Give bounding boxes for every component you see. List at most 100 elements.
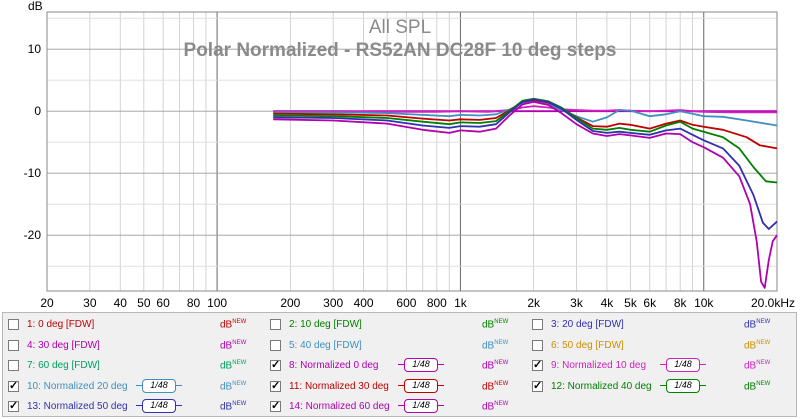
legend-checkbox[interactable] bbox=[8, 319, 19, 330]
legend-checkbox[interactable]: ✓ bbox=[270, 359, 281, 371]
db-new-label[interactable]: dBNEW bbox=[482, 401, 509, 413]
smoothing-indicator[interactable]: 1/48 bbox=[136, 399, 182, 413]
x-tick-label: 100 bbox=[207, 296, 227, 310]
db-new-superscript: NEW bbox=[232, 360, 247, 366]
x-tick-label: 400 bbox=[354, 296, 374, 310]
legend-label: 5: 40 deg [FDW] bbox=[289, 339, 362, 351]
legend-item[interactable]: 7: 60 deg [FDW] dBNEW bbox=[8, 358, 264, 376]
plot-frame bbox=[46, 11, 778, 292]
db-new-superscript: NEW bbox=[232, 319, 247, 325]
smoothing-indicator[interactable]: 1/48 bbox=[398, 399, 444, 413]
db-new-superscript: NEW bbox=[494, 339, 509, 346]
db-new-superscript: NEW bbox=[494, 401, 509, 407]
legend-item[interactable]: ✓ 10: Normalized 20 deg 1/48 dBNEW bbox=[8, 378, 264, 397]
legend-item[interactable]: ✓ 14: Normalized 60 deg 1/48 dBNEW bbox=[270, 399, 526, 417]
x-tick-label: 200 bbox=[280, 296, 300, 310]
legend-label: 2: 10 deg [FDW] bbox=[289, 319, 362, 330]
series-line-14 bbox=[273, 101, 778, 289]
tick-labels: 20 30 40 50 60 80 100 200 300 400 600 800 1k 2k 3k 4k 5k… bbox=[24, 42, 795, 310]
db-new-superscript: NEW bbox=[232, 339, 247, 346]
legend-checkbox[interactable] bbox=[270, 319, 281, 330]
legend-item[interactable]: ✓ 11: Normalized 30 deg 1/48 dBNEW bbox=[270, 378, 526, 397]
legend-checkbox[interactable] bbox=[8, 339, 19, 351]
x-tick-label: 10k bbox=[694, 296, 714, 310]
legend-label: 7: 60 deg [FDW] bbox=[27, 360, 100, 371]
legend-item[interactable]: ✓ 13: Normalized 50 deg 1/48 dBNEW bbox=[8, 399, 264, 417]
legend-item[interactable]: 2: 10 deg [FDW] dBNEW bbox=[270, 317, 526, 335]
legend-checkbox[interactable] bbox=[532, 339, 543, 351]
series-layer bbox=[273, 97, 778, 289]
x-tick-label: 6k bbox=[643, 296, 657, 310]
legend-item[interactable]: ✓ 8: Normalized 0 deg 1/48 dBNEW bbox=[270, 358, 526, 376]
db-new-superscript: NEW bbox=[232, 380, 247, 387]
series-line-12 bbox=[273, 97, 778, 184]
x-tick-label: 50 bbox=[137, 296, 151, 310]
db-new-superscript: NEW bbox=[756, 319, 771, 325]
db-new-superscript: NEW bbox=[494, 360, 509, 366]
spl-chart: 20 30 40 50 60 80 100 200 300 400 600 800 1k 2k 3k 4k 5k… bbox=[23, 0, 795, 310]
smoothing-indicator[interactable]: 1/48 bbox=[398, 358, 444, 372]
db-new-label[interactable]: dBNEW bbox=[744, 319, 771, 331]
x-tick-label: 2k bbox=[527, 296, 541, 310]
legend-checkbox[interactable]: ✓ bbox=[8, 400, 19, 412]
legend-item[interactable]: 3: 20 deg [FDW] dBNEW bbox=[532, 317, 788, 335]
x-tick-label: 300 bbox=[323, 296, 343, 310]
db-new-label[interactable]: dBNEW bbox=[220, 319, 247, 331]
y-tick-label: 10 bbox=[28, 42, 42, 56]
x-tick-label: 20.0kHz bbox=[751, 296, 795, 310]
db-new-superscript: NEW bbox=[494, 380, 509, 387]
legend-label: 13: Normalized 50 deg bbox=[27, 401, 128, 412]
legend-panel: 1: 0 deg [FDW] dBNEW 2: 10 deg [FDW] dBNEW 3… bbox=[2, 312, 797, 417]
x-tick-label: 600 bbox=[396, 296, 416, 310]
legend-label: 4: 30 deg [FDW] bbox=[27, 339, 100, 351]
db-new-label[interactable]: dBNEW bbox=[220, 339, 247, 351]
legend-label: 1: 0 deg [FDW] bbox=[27, 319, 95, 330]
db-new-superscript: NEW bbox=[232, 401, 247, 407]
db-new-label[interactable]: dBNEW bbox=[482, 360, 509, 372]
x-tick-label: 40 bbox=[114, 296, 128, 310]
legend-checkbox[interactable]: ✓ bbox=[270, 379, 281, 392]
legend-checkbox[interactable] bbox=[8, 360, 19, 371]
legend-label: 9: Normalized 10 deg bbox=[551, 360, 647, 371]
smoothing-indicator[interactable]: 1/48 bbox=[398, 378, 444, 393]
db-new-label[interactable]: dBNEW bbox=[482, 339, 509, 351]
legend-item[interactable]: 4: 30 deg [FDW] dBNEW bbox=[8, 338, 264, 356]
legend-checkbox[interactable]: ✓ bbox=[8, 379, 19, 392]
y-tick-label: -10 bbox=[24, 166, 42, 180]
legend-checkbox[interactable] bbox=[532, 319, 543, 330]
db-new-label[interactable]: dBNEW bbox=[744, 380, 771, 392]
legend-item[interactable]: ✓ 12: Normalized 40 deg 1/48 dBNEW bbox=[532, 378, 788, 397]
x-tick-label: 80 bbox=[187, 296, 201, 310]
legend-item[interactable]: 5: 40 deg [FDW] dBNEW bbox=[270, 338, 526, 356]
db-new-label[interactable]: dBNEW bbox=[744, 339, 771, 351]
smoothing-indicator[interactable]: 1/48 bbox=[660, 358, 706, 372]
db-new-label[interactable]: dBNEW bbox=[220, 360, 247, 372]
smoothing-indicator[interactable]: 1/48 bbox=[136, 378, 182, 393]
y-axis-unit: dB bbox=[28, 0, 43, 13]
db-new-label[interactable]: dBNEW bbox=[744, 360, 771, 372]
x-tick-label: 3k bbox=[570, 296, 584, 310]
x-tick-label: 4k bbox=[601, 296, 615, 310]
db-new-superscript: NEW bbox=[756, 339, 771, 346]
db-new-label[interactable]: dBNEW bbox=[220, 401, 247, 413]
legend-label: 12: Normalized 40 deg bbox=[551, 380, 652, 392]
legend-label: 10: Normalized 20 deg bbox=[27, 380, 128, 392]
x-tick-label: 1k bbox=[454, 296, 468, 310]
legend-item[interactable]: 1: 0 deg [FDW] dBNEW bbox=[8, 317, 264, 335]
legend-checkbox[interactable]: ✓ bbox=[532, 359, 543, 371]
db-new-label[interactable]: dBNEW bbox=[482, 319, 509, 331]
smoothing-indicator[interactable]: 1/48 bbox=[660, 378, 706, 393]
legend-item[interactable]: ✓ 9: Normalized 10 deg 1/48 dBNEW bbox=[532, 358, 788, 376]
legend-item[interactable]: 6: 50 deg [FDW] dBNEW bbox=[532, 338, 788, 356]
legend-checkbox[interactable]: ✓ bbox=[270, 400, 281, 412]
chart-title: All SPL bbox=[369, 17, 431, 38]
series-line-13 bbox=[273, 98, 778, 230]
db-new-superscript: NEW bbox=[494, 319, 509, 325]
y-tick-label: -20 bbox=[24, 228, 42, 242]
db-new-label[interactable]: dBNEW bbox=[220, 380, 247, 392]
legend-checkbox[interactable]: ✓ bbox=[532, 379, 543, 392]
legend-checkbox[interactable] bbox=[270, 339, 281, 351]
db-new-label[interactable]: dBNEW bbox=[482, 380, 509, 392]
db-new-superscript: NEW bbox=[756, 380, 771, 387]
x-tick-label: 800 bbox=[427, 296, 447, 310]
